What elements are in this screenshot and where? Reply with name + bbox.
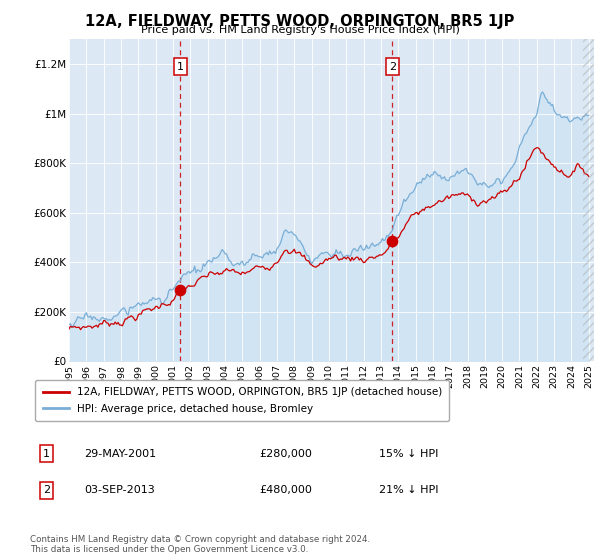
Text: 2: 2 xyxy=(43,486,50,496)
Text: 1: 1 xyxy=(43,449,50,459)
Point xyxy=(175,285,185,294)
Text: 03-SEP-2013: 03-SEP-2013 xyxy=(85,486,155,496)
Legend: 12A, FIELDWAY, PETTS WOOD, ORPINGTON, BR5 1JP (detached house), HPI: Average pri: 12A, FIELDWAY, PETTS WOOD, ORPINGTON, BR… xyxy=(35,380,449,421)
Text: 29-MAY-2001: 29-MAY-2001 xyxy=(85,449,157,459)
Text: 1: 1 xyxy=(177,62,184,72)
Text: £280,000: £280,000 xyxy=(259,449,312,459)
Text: 12A, FIELDWAY, PETTS WOOD, ORPINGTON, BR5 1JP: 12A, FIELDWAY, PETTS WOOD, ORPINGTON, BR… xyxy=(85,14,515,29)
Text: Contains HM Land Registry data © Crown copyright and database right 2024.
This d: Contains HM Land Registry data © Crown c… xyxy=(30,535,370,554)
Text: £480,000: £480,000 xyxy=(259,486,312,496)
Point xyxy=(388,237,397,246)
Bar xyxy=(583,39,594,361)
Text: 15% ↓ HPI: 15% ↓ HPI xyxy=(379,449,439,459)
Text: 21% ↓ HPI: 21% ↓ HPI xyxy=(379,486,439,496)
Text: Price paid vs. HM Land Registry's House Price Index (HPI): Price paid vs. HM Land Registry's House … xyxy=(140,25,460,35)
Text: 2: 2 xyxy=(389,62,396,72)
